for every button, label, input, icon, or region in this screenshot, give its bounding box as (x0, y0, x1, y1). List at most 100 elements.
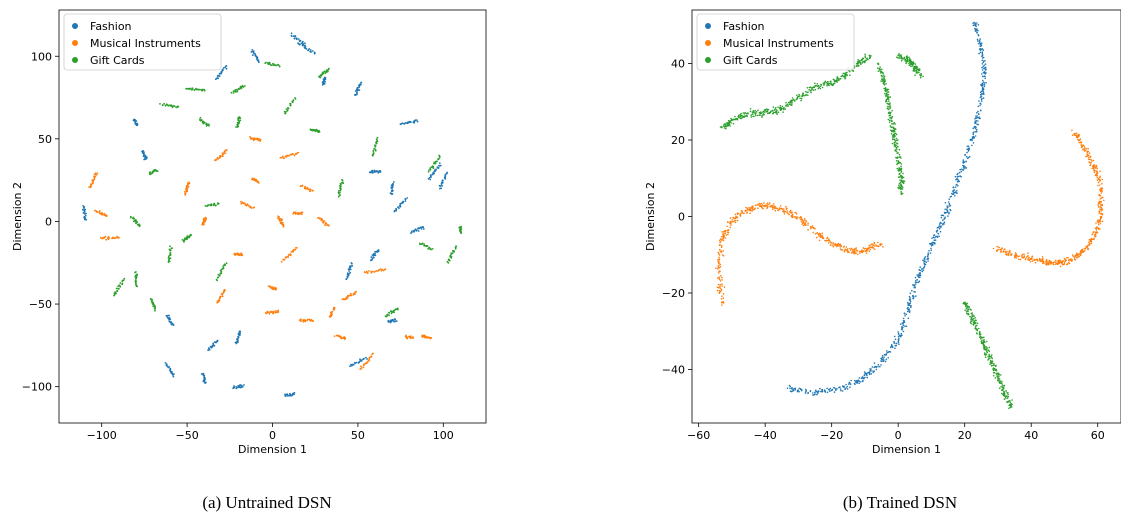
data-point (942, 219, 944, 221)
data-point (860, 381, 862, 383)
data-point (965, 155, 968, 158)
data-point (1101, 178, 1103, 181)
data-point (986, 340, 988, 343)
y-tick: 20 (671, 134, 692, 147)
x-tick: −50 (175, 423, 199, 442)
data-point (869, 55, 872, 57)
data-point (374, 252, 376, 255)
y-tick: 40 (671, 58, 692, 71)
data-point (914, 65, 917, 68)
data-point (909, 297, 911, 299)
data-point (889, 114, 892, 117)
data-point (819, 387, 821, 390)
data-point (774, 206, 776, 208)
data-point (739, 215, 742, 217)
data-point (861, 376, 864, 378)
data-point (1082, 251, 1084, 253)
data-point (913, 70, 916, 72)
data-point (879, 66, 881, 68)
data-point (721, 295, 723, 298)
data-point (118, 287, 120, 290)
data-point (902, 176, 905, 179)
data-point (1027, 252, 1029, 254)
data-point (719, 263, 722, 266)
data-point (783, 108, 785, 111)
data-point (1077, 138, 1079, 141)
data-point (900, 59, 903, 62)
data-point (812, 86, 814, 89)
data-point (746, 209, 748, 212)
data-point (313, 51, 316, 54)
y-tick-label: −20 (662, 287, 685, 300)
data-point (956, 183, 958, 186)
data-point (763, 111, 766, 113)
data-point (983, 64, 985, 67)
data-point (184, 191, 186, 193)
data-point (885, 358, 888, 361)
data-point (736, 219, 739, 222)
data-point (300, 185, 303, 187)
data-point (877, 245, 879, 248)
data-point (149, 172, 151, 175)
data-point (975, 322, 977, 324)
x-tick-label: −20 (820, 429, 843, 442)
data-point (979, 45, 982, 47)
data-point (130, 216, 132, 219)
data-point (719, 250, 722, 253)
data-point (135, 278, 137, 280)
data-point (220, 272, 223, 275)
data-point (974, 27, 976, 30)
data-point (320, 218, 323, 221)
data-point (406, 197, 408, 199)
data-point (193, 89, 196, 91)
data-point (371, 257, 374, 260)
data-point (749, 110, 752, 113)
data-point (938, 235, 940, 238)
data-point (885, 83, 887, 85)
data-point (779, 105, 782, 107)
data-point (384, 315, 387, 318)
data-point (863, 247, 866, 250)
data-point (897, 333, 900, 335)
data-point (292, 393, 295, 396)
data-point (1097, 222, 1099, 224)
data-point (895, 342, 897, 345)
data-point (1087, 150, 1089, 153)
data-point (721, 283, 723, 285)
data-point (339, 187, 342, 190)
data-point (900, 157, 902, 159)
data-point (429, 248, 432, 250)
data-point (1101, 189, 1103, 191)
x-tick: 100 (433, 423, 454, 442)
data-point (405, 334, 407, 337)
data-point (972, 324, 975, 326)
data-point (1088, 156, 1090, 159)
data-point (346, 272, 349, 275)
data-point (365, 362, 368, 365)
data-point (806, 87, 809, 89)
data-point (729, 125, 731, 127)
data-point (746, 212, 748, 214)
data-point (894, 144, 897, 146)
data-point (1050, 261, 1052, 263)
data-point (371, 254, 374, 256)
data-point (1079, 138, 1082, 140)
data-point (278, 65, 281, 68)
data-point (232, 90, 235, 93)
caption-trained: (b) Trained DSN (842, 493, 958, 512)
data-point (395, 308, 397, 311)
data-point (886, 350, 888, 352)
data-point (855, 247, 857, 249)
data-point (723, 236, 725, 239)
y-axis-label: Dimension 2 (11, 182, 24, 251)
data-point (1088, 238, 1091, 241)
data-point (1087, 244, 1089, 247)
data-point (982, 61, 985, 63)
data-point (981, 82, 984, 85)
data-point (788, 213, 790, 216)
data-point (811, 225, 814, 227)
data-point (936, 226, 939, 229)
data-point (930, 249, 932, 252)
data-point (996, 372, 998, 375)
